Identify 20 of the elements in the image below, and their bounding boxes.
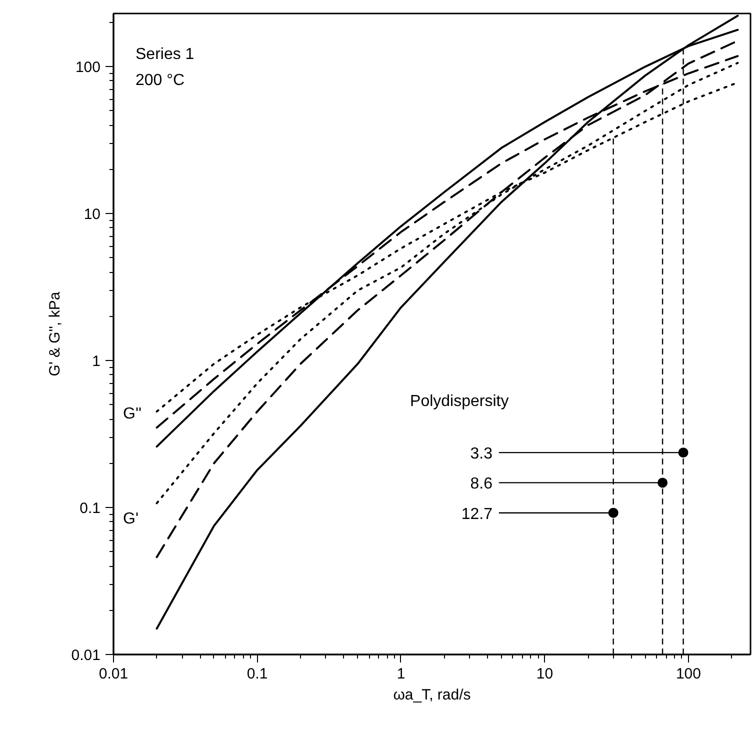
- y-tick-label: 0.01: [71, 647, 101, 664]
- x-tick-label: 0.1: [246, 666, 268, 682]
- annotation: G': [123, 510, 139, 528]
- x-tick-label: 10: [536, 666, 554, 682]
- annotation: 8.6: [470, 476, 493, 493]
- annotation: 200 °C: [136, 72, 185, 89]
- annotation: Polydispersity: [410, 392, 509, 410]
- y-axis-title: G' & G'', kPa: [46, 291, 64, 376]
- annotation: 3.3: [470, 446, 493, 463]
- y-tick-label: 10: [84, 206, 101, 224]
- y-tick-label: 0.1: [80, 500, 101, 518]
- x-tick-label: 1: [396, 666, 406, 682]
- annotation: 12.7: [461, 506, 493, 523]
- x-axis-title: ωa_T, rad/s: [393, 686, 471, 704]
- x-tick-label: 0.01: [98, 666, 128, 682]
- y-tick-label: 100: [75, 59, 101, 76]
- x-tick-label: 100: [676, 666, 702, 682]
- annotation: Series 1: [136, 46, 194, 63]
- annotation: G'': [123, 406, 142, 423]
- y-tick-label: 1: [92, 353, 100, 370]
